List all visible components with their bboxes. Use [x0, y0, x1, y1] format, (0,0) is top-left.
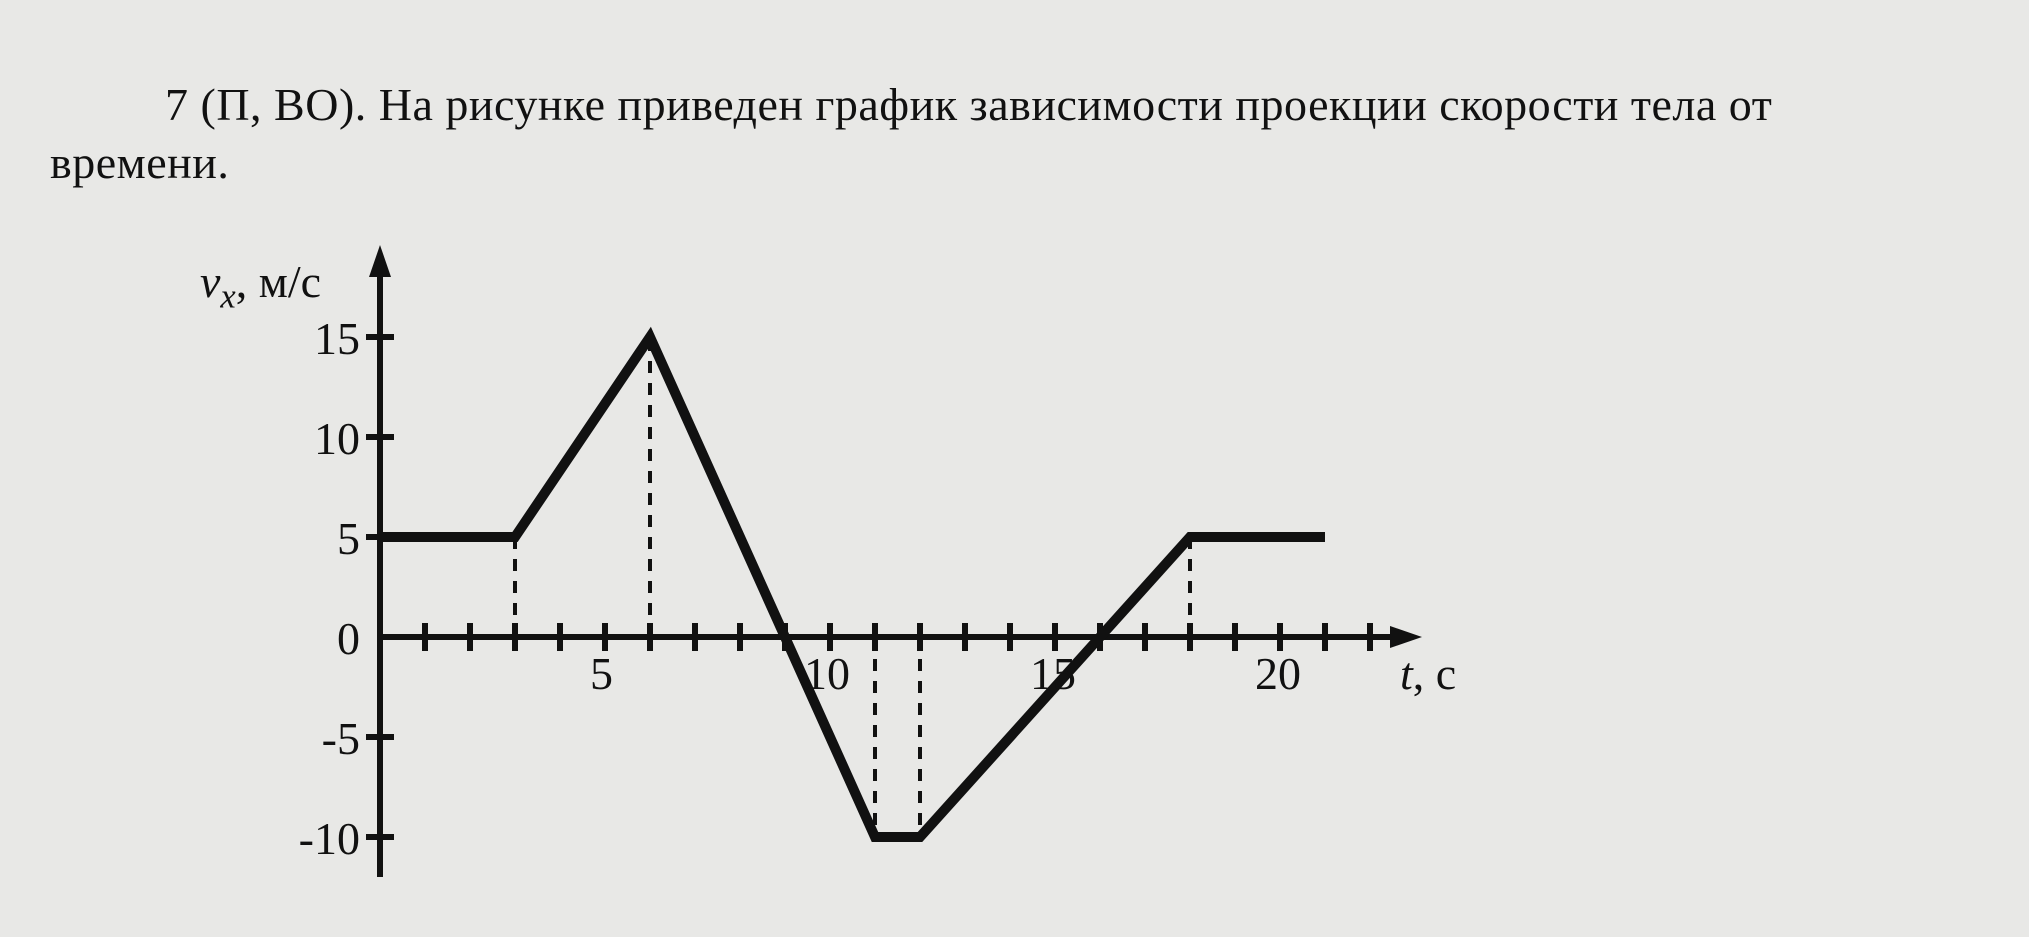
x-axis-label-unit: , с: [1413, 648, 1456, 699]
x-axis-label-t: t: [1400, 648, 1413, 699]
y-axis-label-v: v: [200, 256, 220, 307]
x-tick-10: 10: [804, 647, 850, 700]
page-root: 7 (П, ВО). На рисунке приведен график за…: [0, 0, 2029, 937]
x-axis-label: t, с: [1400, 647, 1456, 700]
y-tick-10: 10: [314, 412, 360, 465]
y-axis-label: vx, м/с: [200, 255, 321, 316]
y-tick-0: 0: [337, 612, 360, 665]
x-tick-5: 5: [590, 647, 613, 700]
chart-svg: [160, 237, 1510, 917]
problem-text: 7 (П, ВО). На рисунке приведен график за…: [50, 76, 1950, 191]
y-axis-label-unit: , м/с: [236, 256, 321, 307]
x-tick-20: 20: [1255, 647, 1301, 700]
y-axis-label-sub: x: [220, 277, 235, 315]
y-tick-5: 5: [337, 512, 360, 565]
velocity-time-chart: vx, м/с t, с 15 10 5 0 -5 -10 5 10 15 20: [160, 237, 1510, 917]
y-tick-15: 15: [314, 312, 360, 365]
x-tick-15: 15: [1030, 647, 1076, 700]
y-tick--10: -10: [299, 812, 360, 865]
y-tick--5: -5: [322, 712, 360, 765]
